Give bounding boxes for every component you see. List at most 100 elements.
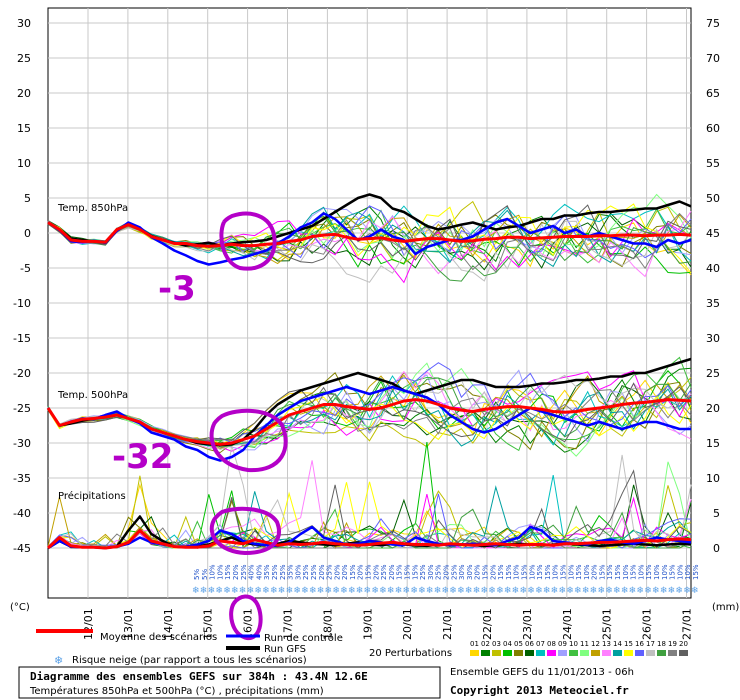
perturbation-id: 03 xyxy=(492,640,501,648)
snow-icon: ❄ xyxy=(192,586,200,596)
snow-risk-pct: 15% xyxy=(536,564,544,580)
left-tick-label: 25 xyxy=(17,52,31,65)
snow-icon: ❄ xyxy=(465,586,473,596)
snow-risk-pct: 15% xyxy=(575,564,583,580)
snow-icon: ❄ xyxy=(675,586,683,596)
snow-risk-pct: 10% xyxy=(209,564,217,580)
snow-legend-icon: ❄ xyxy=(54,654,63,667)
snow-icon: ❄ xyxy=(301,586,309,596)
snow-risk-pct: 30% xyxy=(294,564,302,580)
perturbation-id: 04 xyxy=(503,640,512,648)
snow-risk-pct: 15% xyxy=(349,564,357,580)
snow-icon: ❄ xyxy=(208,586,216,596)
perturbation-swatch xyxy=(657,650,666,656)
left-tick-label: -15 xyxy=(13,332,31,345)
perturbation-swatch xyxy=(558,650,567,656)
snow-risk-pct: 10% xyxy=(552,564,560,580)
snow-icon: ❄ xyxy=(348,586,356,596)
snow-risk-pct: 25% xyxy=(302,564,310,580)
snow-risk-pct: 30% xyxy=(427,564,435,580)
snow-risk-pct: 15% xyxy=(692,564,700,580)
perturbation-swatch xyxy=(679,650,688,656)
snow-risk-pct: 25% xyxy=(380,564,388,580)
perturbation-id: 20 xyxy=(679,640,688,648)
snow-icon: ❄ xyxy=(605,586,613,596)
series-line-control-t850 xyxy=(47,212,692,266)
snow-risk-pct: 40% xyxy=(248,564,256,580)
perturbation-swatch xyxy=(514,650,523,656)
panel-label-t850: Temp. 850hPa xyxy=(57,203,128,214)
left-tick-label: 0 xyxy=(24,227,31,240)
snow-risk-pct: 15% xyxy=(481,564,489,580)
perturbation-swatch xyxy=(536,650,545,656)
left-tick-label: -45 xyxy=(13,542,31,555)
snow-risk-pct: 10% xyxy=(661,564,669,580)
snow-icon: ❄ xyxy=(519,586,527,596)
snow-risk-pct: 20% xyxy=(591,564,599,580)
right-tick-label: 30 xyxy=(706,332,720,345)
copyright: Copyright 2013 Meteociel.fr xyxy=(450,684,629,697)
snow-risk-pct: 10% xyxy=(528,564,536,580)
snow-icon: ❄ xyxy=(410,586,418,596)
snow-icon: ❄ xyxy=(442,586,450,596)
snow-icon: ❄ xyxy=(309,586,317,596)
perturbation-id: 19 xyxy=(668,640,677,648)
snow-icon: ❄ xyxy=(644,586,652,596)
snow-risk-pct: 20% xyxy=(333,564,341,580)
snow-icon: ❄ xyxy=(597,586,605,596)
left-tick-label: -30 xyxy=(13,437,31,450)
snow-icon: ❄ xyxy=(652,586,660,596)
snow-icon: ❄ xyxy=(332,586,340,596)
right-tick-label: 20 xyxy=(706,402,720,415)
left-tick-label: -20 xyxy=(13,367,31,380)
x-tick-label: 20/01 xyxy=(401,608,414,640)
snow-icon: ❄ xyxy=(418,586,426,596)
snow-icon: ❄ xyxy=(683,586,691,596)
perturbation-id: 13 xyxy=(602,640,611,648)
snow-risk-pct: 15% xyxy=(559,564,567,580)
snow-icon: ❄ xyxy=(691,586,699,596)
perturbation-lines xyxy=(47,193,692,550)
perturbation-swatch xyxy=(492,650,501,656)
x-tick-label: 19/01 xyxy=(361,608,374,640)
right-tick-label: 10 xyxy=(706,472,720,485)
snow-risk-pct: 15% xyxy=(396,564,404,580)
perturbation-swatch xyxy=(624,650,633,656)
snow-icon: ❄ xyxy=(660,586,668,596)
snow-icon: ❄ xyxy=(379,586,387,596)
perturbation-swatch xyxy=(547,650,556,656)
x-tick-label: 23/01 xyxy=(521,608,534,640)
left-tick-label: -40 xyxy=(13,507,31,520)
legend: Moyenne des scénarios Run de contrôle Ru… xyxy=(36,629,688,667)
perturbation-id: 07 xyxy=(536,640,545,648)
legend-mean-label: Moyenne des scénarios xyxy=(100,631,217,643)
perturbation-id: 09 xyxy=(558,640,567,648)
left-tick-label: 30 xyxy=(17,17,31,30)
right-tick-label: 5 xyxy=(713,507,720,520)
snow-risk-pct: 10% xyxy=(583,564,591,580)
chart-title: Diagramme des ensembles GEFS sur 384h : … xyxy=(30,670,368,683)
annotation-circle-t850 xyxy=(219,211,277,271)
snow-icon: ❄ xyxy=(535,586,543,596)
left-tick-label: 15 xyxy=(17,122,31,135)
snow-risk-pct: 15% xyxy=(411,564,419,580)
snow-risk-pct: 40% xyxy=(255,564,263,580)
snow-risk-pct: 25% xyxy=(279,564,287,580)
snow-risk-pct: 15% xyxy=(497,564,505,580)
snow-risk-pct: 15% xyxy=(606,564,614,580)
snow-icon: ❄ xyxy=(434,586,442,596)
snow-risk-pct: 10% xyxy=(653,564,661,580)
snow-risk-pct: 25% xyxy=(240,564,248,580)
perturbations-swatches: 01 02 03 04 05 06 07 08 09 10 11 12 13 14 15 16 17 18 19 20 xyxy=(470,640,688,656)
right-axis-unit: (mm) xyxy=(712,602,739,613)
snow-icon: ❄ xyxy=(270,586,278,596)
snow-icon: ❄ xyxy=(512,586,520,596)
snow-risk-pct: 15% xyxy=(505,564,513,580)
snow-risk-pct: 10% xyxy=(637,564,645,580)
annotation-circles xyxy=(209,211,288,640)
perturbation-id: 18 xyxy=(657,640,666,648)
snow-icon: ❄ xyxy=(426,586,434,596)
perturbation-line-17-t500 xyxy=(47,374,692,450)
snow-icon: ❄ xyxy=(215,586,223,596)
